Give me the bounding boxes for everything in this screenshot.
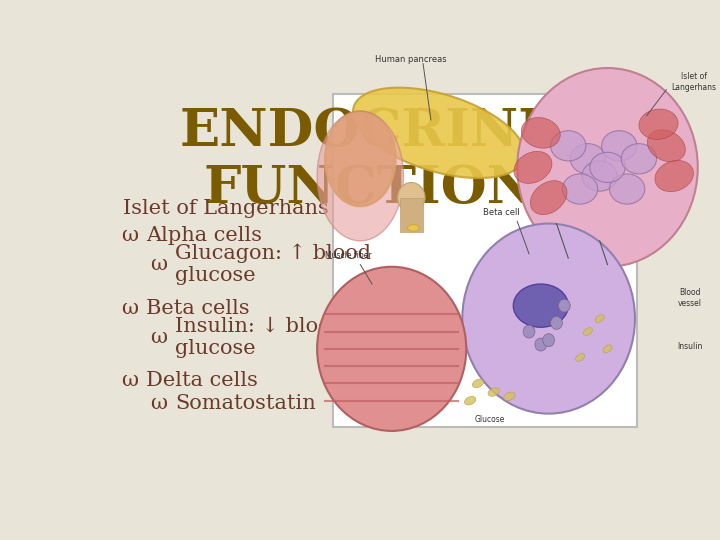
Circle shape (523, 325, 535, 338)
Text: Human pancreas: Human pancreas (376, 55, 447, 64)
Circle shape (535, 338, 546, 351)
Ellipse shape (472, 379, 484, 388)
Ellipse shape (583, 328, 593, 335)
Ellipse shape (655, 160, 693, 192)
Circle shape (543, 334, 554, 347)
Ellipse shape (603, 345, 612, 353)
Ellipse shape (317, 111, 403, 241)
Bar (400, 198, 423, 232)
Ellipse shape (531, 181, 567, 214)
Ellipse shape (325, 111, 395, 206)
Ellipse shape (647, 130, 685, 162)
Text: ω: ω (121, 299, 138, 318)
Text: Beta cells: Beta cells (145, 299, 249, 318)
Ellipse shape (602, 131, 637, 161)
Text: ω: ω (150, 255, 167, 274)
Text: Insulin: ↓ blood
glucose: Insulin: ↓ blood glucose (176, 316, 344, 357)
Text: ω: ω (150, 328, 167, 347)
Circle shape (462, 224, 635, 414)
Ellipse shape (521, 118, 560, 148)
Text: Beta cell: Beta cell (483, 208, 520, 217)
Ellipse shape (551, 131, 586, 161)
Text: Insulin: Insulin (678, 342, 703, 351)
Ellipse shape (570, 144, 606, 174)
Ellipse shape (464, 396, 476, 405)
Ellipse shape (514, 151, 552, 184)
FancyBboxPatch shape (333, 94, 637, 427)
Text: Muscle fiber: Muscle fiber (325, 251, 372, 260)
Ellipse shape (595, 315, 604, 322)
Ellipse shape (609, 174, 645, 204)
Ellipse shape (353, 87, 525, 178)
Circle shape (397, 183, 425, 213)
Ellipse shape (504, 392, 515, 401)
Circle shape (517, 68, 698, 267)
Ellipse shape (513, 284, 568, 327)
Ellipse shape (562, 174, 598, 204)
Ellipse shape (639, 109, 678, 139)
Text: ENDOCRINE
FUNCTION: ENDOCRINE FUNCTION (179, 106, 559, 214)
Ellipse shape (575, 354, 585, 361)
Text: Glucose: Glucose (474, 415, 505, 424)
Circle shape (559, 299, 570, 312)
Text: Blood
vessel: Blood vessel (678, 288, 702, 308)
Ellipse shape (408, 225, 419, 231)
Ellipse shape (488, 388, 500, 396)
Text: ω: ω (121, 226, 138, 245)
Text: ω: ω (121, 372, 138, 390)
Ellipse shape (582, 161, 617, 191)
Text: Islet of
Langerhans: Islet of Langerhans (671, 72, 716, 92)
Circle shape (551, 316, 562, 329)
Text: Somatostatin: Somatostatin (176, 394, 316, 413)
Ellipse shape (590, 152, 625, 183)
Text: ω: ω (150, 394, 167, 413)
Text: Islet of Langerhans: Islet of Langerhans (124, 199, 329, 218)
Circle shape (317, 267, 467, 431)
Ellipse shape (621, 144, 657, 174)
Text: Alpha cells: Alpha cells (145, 226, 262, 245)
Text: Delta cells: Delta cells (145, 372, 258, 390)
Text: Glucagon: ↑ blood
glucose: Glucagon: ↑ blood glucose (176, 244, 372, 285)
